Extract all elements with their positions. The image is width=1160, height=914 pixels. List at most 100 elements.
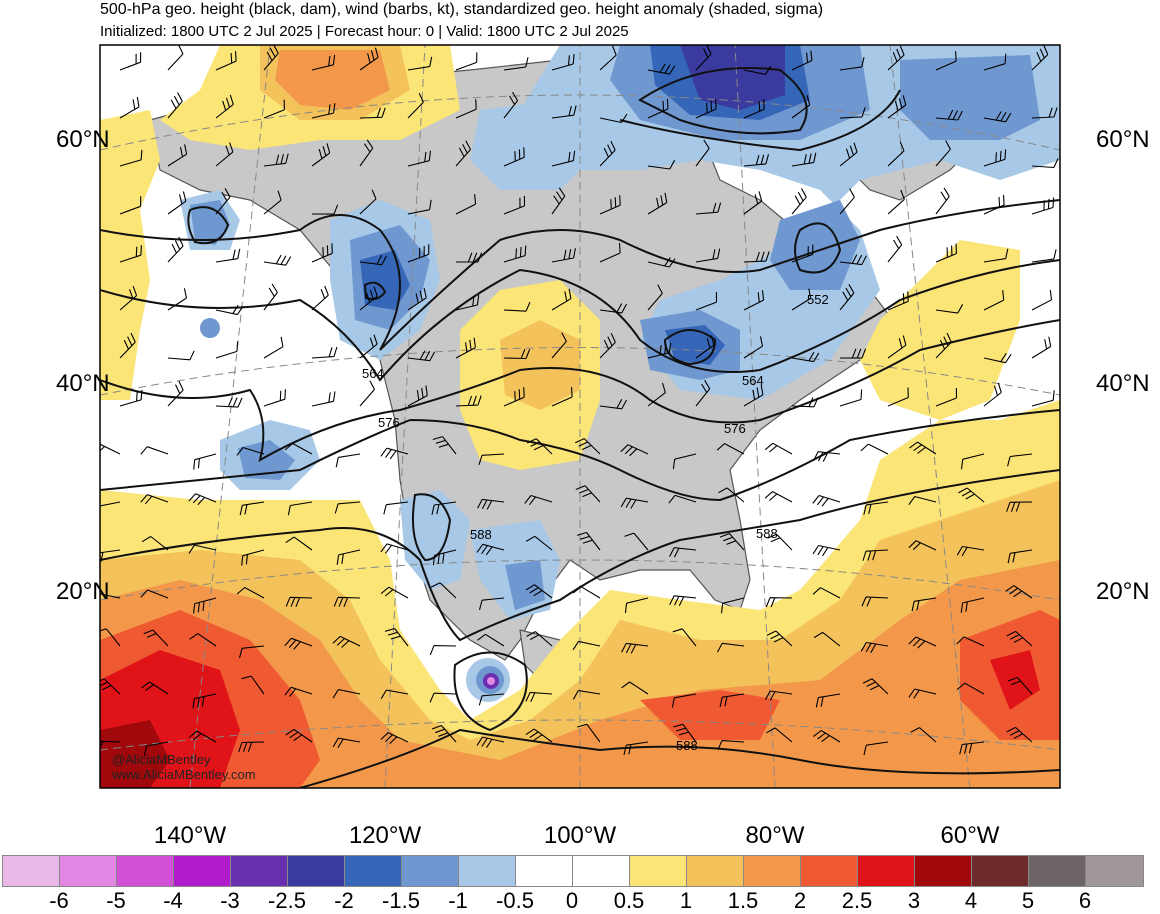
wind-barb: [577, 723, 601, 743]
lon-label: 60°W: [940, 822, 1000, 849]
wind-barb: [621, 642, 649, 654]
contour-label: 576: [378, 415, 400, 430]
wind-barb: [983, 53, 1007, 71]
wind-barb: [1031, 336, 1052, 359]
wind-barbs: [100, 45, 1059, 756]
wind-barb: [887, 335, 907, 359]
wind-barb: [455, 140, 471, 167]
wind-barb: [887, 141, 905, 167]
wind-barb: [956, 636, 985, 647]
wind-barb: [188, 730, 217, 743]
wind-barb: [695, 379, 711, 407]
wind-barb: [647, 98, 669, 119]
wind-barb: [695, 292, 718, 311]
wind-barb: [335, 453, 361, 468]
wind-barb: [525, 584, 553, 599]
wind-barb: [839, 254, 867, 266]
wind-barb: [813, 451, 841, 462]
wind-barb: [743, 191, 763, 215]
wind-barb: [647, 342, 672, 359]
wind-barb: [380, 447, 409, 460]
wind-barb: [672, 628, 697, 647]
wind-barb: [284, 686, 313, 697]
colorbar-label: 0: [565, 888, 579, 913]
wind-barb: [624, 597, 649, 614]
wind-barb: [333, 596, 361, 608]
wind-barb: [167, 380, 184, 407]
map-panel: 552 564 564 576 576 588 588 588: [100, 45, 1060, 788]
wind-barb: [743, 154, 770, 167]
wind-barb: [1031, 107, 1058, 119]
wind-barb: [791, 50, 813, 71]
contour-label: 552: [807, 292, 829, 307]
wind-barb: [285, 596, 313, 608]
colorbar-label: -2: [334, 888, 354, 913]
wind-barb: [477, 633, 505, 647]
wind-barb: [141, 536, 169, 551]
wind-barb: [791, 397, 819, 408]
wind-barb: [455, 295, 480, 311]
wind-barb: [621, 681, 649, 695]
wind-barb: [478, 597, 505, 611]
wind-barb: [100, 593, 121, 599]
credit-handle: @AliciaMBentley: [112, 752, 211, 767]
wind-barb: [791, 244, 814, 263]
wind-barb: [764, 442, 793, 455]
wind-barb: [119, 196, 142, 215]
colorbar-swatch: [1086, 856, 1143, 886]
wind-barb: [983, 149, 1007, 167]
wind-barb: [1006, 726, 1033, 743]
wind-barb: [432, 549, 457, 566]
wind-barb: [551, 332, 567, 359]
wind-barb: [983, 382, 1002, 407]
wind-barb: [668, 494, 697, 504]
wind-barb: [236, 446, 265, 456]
wind-barb: [911, 597, 937, 612]
wind-barb: [380, 543, 409, 554]
wind-barb: [599, 113, 628, 124]
colorbar-label: -3: [220, 888, 240, 913]
wind-barb: [455, 52, 478, 71]
wind-barb: [720, 597, 745, 614]
wind-barb: [719, 693, 745, 708]
wind-barb: [380, 586, 409, 599]
colorbar-label: -0.5: [496, 888, 534, 913]
wind-barb: [743, 65, 772, 76]
colorbar-swatch: [801, 856, 858, 886]
wind-barb: [119, 389, 143, 407]
wind-barb: [743, 99, 765, 119]
wind-barb: [263, 336, 284, 359]
wind-barb: [983, 194, 1005, 215]
wind-barb: [193, 597, 217, 614]
colorbar-label: -4: [163, 888, 183, 913]
wind-barb: [862, 678, 889, 695]
wind-barb: [935, 187, 950, 215]
wind-barb: [455, 337, 476, 359]
lat-label-left: 40°N: [56, 370, 110, 397]
wind-barb: [599, 140, 616, 167]
wind-barb: [960, 453, 985, 470]
wind-barb: [1007, 549, 1033, 564]
wind-barb: [1006, 501, 1033, 512]
contour-label: 588: [676, 738, 698, 753]
wind-barb: [576, 531, 601, 551]
wind-barb: [910, 727, 937, 743]
wind-barb: [287, 501, 313, 516]
height-contours: [100, 67, 1060, 788]
wind-barb: [863, 741, 889, 756]
colorbar-label: 2.5: [841, 888, 873, 913]
wind-barb: [669, 595, 697, 607]
wind-barb: [764, 690, 793, 701]
wind-barb: [359, 286, 378, 311]
wind-barb: [672, 453, 697, 470]
colorbar-label: 5: [1021, 888, 1035, 913]
wind-barb: [572, 640, 601, 651]
colorbar-swatch: [345, 856, 402, 886]
wind-barb: [359, 189, 377, 215]
wind-barb: [215, 94, 234, 119]
wind-barb: [100, 501, 121, 507]
wind-barb: [407, 244, 430, 263]
wind-barb: [695, 335, 715, 359]
wind-barb: [599, 303, 627, 314]
wind-barb: [192, 693, 217, 709]
